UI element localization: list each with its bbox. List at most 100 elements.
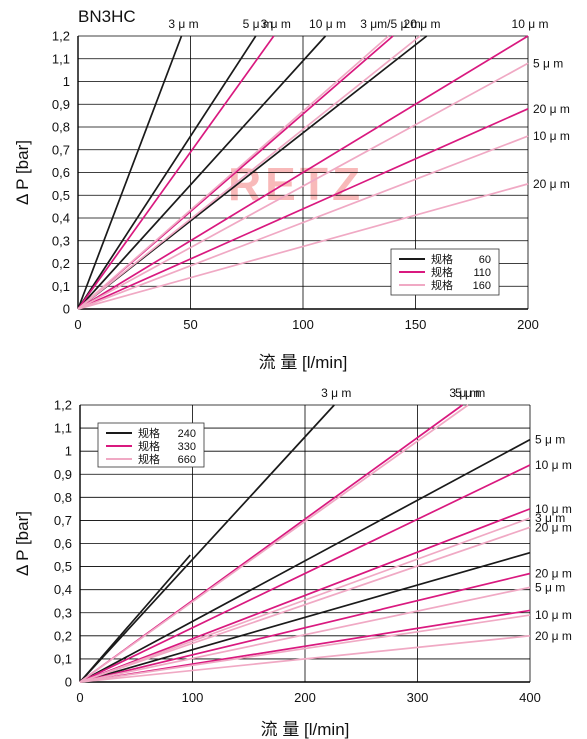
legend-value-text: 60 [479, 254, 491, 266]
y-tick-label: 0,1 [52, 279, 70, 294]
y-tick-label: 0,2 [52, 256, 70, 271]
series-line-660 [79, 517, 531, 683]
series-line-330 [79, 572, 531, 683]
y-tick-label: 1,2 [54, 398, 72, 413]
series-label: 3 μ m [168, 17, 198, 31]
y-tick-label: 0 [63, 302, 70, 317]
y-tick-label: 0,2 [54, 628, 72, 643]
legend-value-text: 660 [178, 454, 196, 466]
series-label: 5 μ m [243, 17, 273, 31]
y-tick-label: 0,9 [54, 467, 72, 482]
y-tick-label: 0,3 [52, 233, 70, 248]
x-tick-label: 200 [517, 317, 539, 332]
series-line-160 [77, 62, 529, 310]
y-tick-label: 0,6 [52, 165, 70, 180]
series-line-660 [79, 586, 531, 683]
series-label: 3 μ m [321, 386, 351, 400]
series-label: 3 μ m [261, 17, 291, 31]
series-label: 3 μm/5 μ m [360, 17, 421, 31]
y-tick-label: 0 [65, 675, 72, 690]
series-line-660 [79, 404, 469, 683]
series-label: 20 μ m [535, 567, 572, 581]
y-tick-label: 0,5 [54, 559, 72, 574]
x-tick-label: 0 [74, 317, 81, 332]
series-line-110 [77, 35, 529, 310]
series-line-110 [77, 35, 275, 310]
y-tick-label: 0,5 [52, 188, 70, 203]
series-label: 10 μ m [535, 502, 572, 516]
series-label: 20 μ m [533, 177, 570, 191]
series-line-60 [77, 35, 183, 310]
legend-value-text: 240 [178, 428, 196, 440]
series-label: 5 μ m [535, 433, 565, 447]
series-line-110 [77, 108, 529, 310]
series-line-330 [79, 464, 531, 683]
legend-value-text: 110 [473, 267, 491, 279]
series-line-240 [79, 551, 531, 683]
y-tick-label: 0,8 [52, 120, 70, 135]
series-label: 10 μ m [309, 17, 346, 31]
series-label: 10 μ m [535, 458, 572, 472]
chart-title: BN3HC [78, 7, 136, 26]
x-tick-label: 50 [183, 317, 197, 332]
y-tick-label: 1,2 [52, 29, 70, 44]
series-label: 20 μ m [535, 520, 572, 534]
x-axis-title: 流 量 [l/min] [259, 353, 348, 372]
y-axis-title: Δ P [bar] [13, 140, 32, 205]
legend-spec-text: 规格 [138, 452, 160, 466]
x-tick-label: 0 [76, 690, 83, 705]
series-line-240 [79, 438, 531, 683]
legend-spec-text: 规格 [138, 426, 160, 440]
series-label: 10 μ m [512, 17, 549, 31]
y-tick-label: 1 [65, 444, 72, 459]
y-tick-label: 1 [63, 74, 70, 89]
x-axis-title: 流 量 [l/min] [261, 720, 350, 739]
series-line-60 [77, 35, 327, 310]
y-tick-label: 0,1 [54, 651, 72, 666]
y-tick-label: 0,4 [54, 582, 72, 597]
legend-box [390, 248, 500, 296]
x-tick-label: 150 [405, 317, 427, 332]
x-tick-label: 400 [519, 690, 541, 705]
legend-spec-text: 规格 [138, 439, 160, 453]
series-label: 20 μ m [535, 629, 572, 643]
y-tick-label: 0,7 [54, 513, 72, 528]
x-tick-label: 300 [407, 690, 429, 705]
y-tick-label: 0,6 [54, 536, 72, 551]
series-line-660 [79, 614, 531, 683]
series-label: 20 μ m [404, 17, 441, 31]
y-axis-title: Δ P [bar] [13, 511, 32, 576]
series-line-160 [77, 183, 529, 310]
legend-value-text: 330 [178, 441, 196, 453]
series-line-160 [77, 135, 529, 310]
series-label: 5 μ m [455, 386, 485, 400]
series-label: 5 μ m [535, 580, 565, 594]
series-label: 3 μ m [535, 511, 565, 525]
series-line-60 [77, 35, 257, 310]
legend-spec-text: 规格 [431, 265, 453, 279]
series-line-240 [79, 404, 335, 683]
series-label: 5 μ m [533, 56, 563, 70]
series-line-160 [77, 35, 421, 310]
legend-spec-text: 规格 [431, 278, 453, 292]
legend-spec-text: 规格 [431, 252, 453, 266]
x-tick-label: 100 [182, 690, 204, 705]
y-tick-label: 0,8 [54, 490, 72, 505]
y-tick-label: 0,4 [52, 211, 70, 226]
series-label: 10 μ m [533, 129, 570, 143]
series-label: 3 μ m [449, 386, 479, 400]
y-tick-label: 0,3 [54, 605, 72, 620]
series-line-660 [79, 634, 531, 683]
series-label: 20 μ m [533, 102, 570, 116]
x-tick-label: 200 [294, 690, 316, 705]
legend-value-text: 160 [473, 280, 491, 292]
watermark-text: RETZ [228, 158, 364, 210]
y-tick-label: 0,9 [52, 97, 70, 112]
series-label: 10 μ m [535, 608, 572, 622]
series-line-660 [79, 526, 531, 683]
y-tick-label: 1,1 [54, 421, 72, 436]
y-tick-label: 0,7 [52, 142, 70, 157]
series-line-330 [79, 508, 531, 683]
